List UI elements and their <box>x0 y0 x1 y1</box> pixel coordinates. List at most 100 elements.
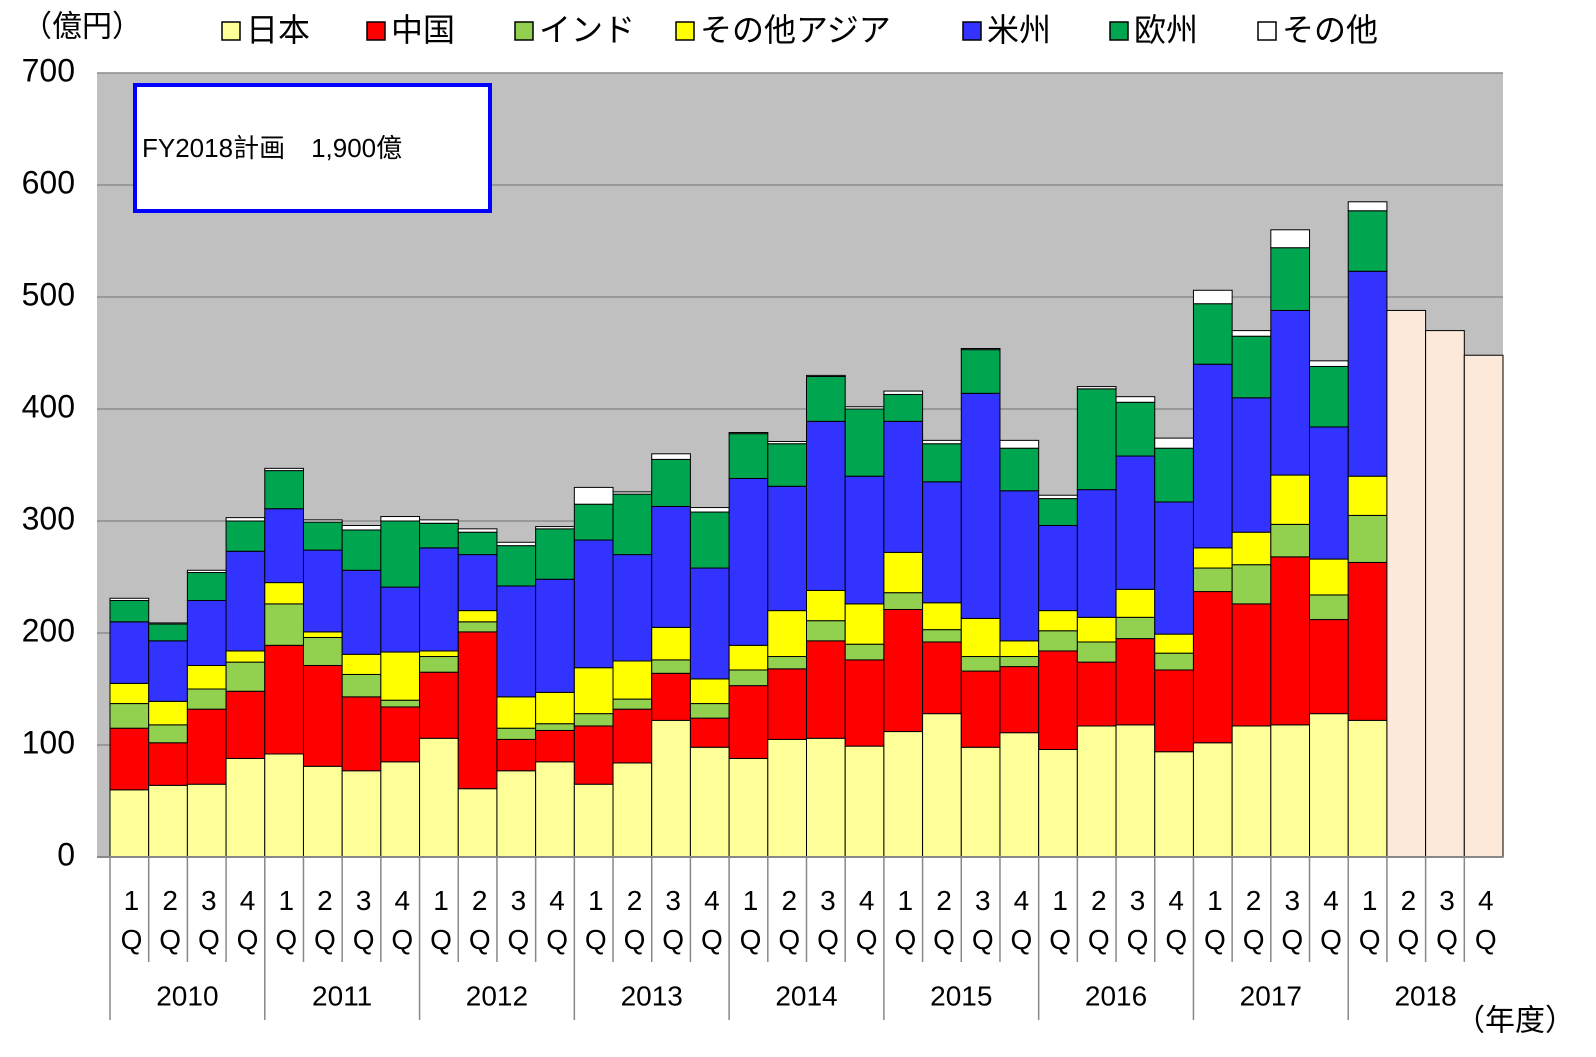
bar-segment <box>767 668 807 740</box>
bar-segment <box>1347 201 1388 212</box>
bar-segment <box>380 651 421 701</box>
bar-segment <box>1115 638 1156 726</box>
bar-segment <box>109 597 150 602</box>
x-tick-label: 1Q <box>1045 885 1076 963</box>
x-tick-label: 1Q <box>890 885 921 963</box>
bar-segment <box>844 408 885 477</box>
bar-segment <box>225 690 266 759</box>
bar-segment <box>186 572 227 602</box>
bar-segment <box>922 713 962 858</box>
bar-segment <box>419 522 459 549</box>
bar-segment <box>651 453 691 460</box>
bar-segment <box>651 672 691 721</box>
bar-segment <box>457 788 498 858</box>
bar-segment <box>573 539 614 669</box>
bar-segment <box>1425 330 1465 858</box>
bar-segment <box>1076 661 1117 727</box>
bar-segment <box>419 737 459 858</box>
bar-segment <box>1192 591 1233 744</box>
bar-segment <box>109 621 150 684</box>
x-tick-label: 1Q <box>735 885 766 963</box>
bar-segment <box>612 762 653 858</box>
legend-label: その他 <box>1282 11 1378 49</box>
group-label: 2016 <box>1085 980 1147 1011</box>
bar-segment <box>380 586 421 653</box>
bar-segment <box>496 727 537 740</box>
bar-segment <box>1309 594 1349 621</box>
bar-segment <box>1076 386 1117 390</box>
bar-segment <box>806 589 846 622</box>
bar-segment <box>186 664 227 690</box>
bar-segment <box>225 661 266 692</box>
bar-segment <box>573 713 614 727</box>
group-label: 2018 <box>1394 980 1456 1011</box>
bar-segment <box>496 738 537 772</box>
bar-segment <box>1154 669 1194 753</box>
bar-segment <box>922 602 962 631</box>
bar-segment <box>341 696 382 772</box>
bar-segment <box>689 717 730 748</box>
bar-segment <box>1076 616 1117 643</box>
bar-segment <box>1154 501 1194 635</box>
x-tick-label: 3Q <box>503 885 534 963</box>
bar-segment <box>1192 567 1233 593</box>
legend-label: インド <box>539 11 635 49</box>
bar-segment <box>612 491 653 495</box>
bar-segment <box>806 374 846 378</box>
x-tick-label: 1Q <box>580 885 611 963</box>
bar-segment <box>380 699 421 708</box>
bar-segment <box>109 703 150 729</box>
bar-segment <box>1463 354 1504 858</box>
x-tick-label: 4Q <box>1470 885 1501 963</box>
bar-segment <box>186 708 227 785</box>
bar-segment <box>1347 514 1388 563</box>
group-label: 2010 <box>156 980 218 1011</box>
bar-segment <box>457 528 498 533</box>
group-label: 2011 <box>312 980 372 1011</box>
bar-segment <box>922 481 962 604</box>
x-tick-label: 4Q <box>542 885 573 963</box>
bar-segment <box>341 524 382 531</box>
bar-segment <box>109 682 150 705</box>
bar-segment <box>186 688 227 710</box>
bar-segment <box>1154 447 1194 503</box>
bar-segment <box>1076 489 1117 618</box>
bar-segment <box>767 440 807 445</box>
x-tick-label: 1Q <box>116 885 147 963</box>
bar-segment <box>1309 558 1349 596</box>
bar-segment <box>883 731 924 858</box>
bar-segment <box>922 439 962 445</box>
bar-segment <box>1270 309 1311 476</box>
bar-segment <box>767 443 807 487</box>
bar-segment <box>922 629 962 643</box>
bar-segment <box>573 725 614 785</box>
bar-segment <box>225 520 266 552</box>
x-tick-label: 2Q <box>774 885 805 963</box>
bar-segment <box>1309 426 1349 560</box>
bar-segment <box>1038 524 1078 612</box>
legend-swatch <box>962 21 982 41</box>
bar-segment <box>1192 742 1233 858</box>
bar-segment <box>419 671 459 739</box>
group-label: 2017 <box>1240 980 1302 1011</box>
bar-segment <box>883 608 924 733</box>
bar-segment <box>1115 588 1156 618</box>
bar-segment <box>1115 455 1156 590</box>
bar-segment <box>1270 523 1311 558</box>
legend-label: 中国 <box>391 11 455 49</box>
legend-swatch <box>1109 21 1129 41</box>
bar-segment <box>264 644 304 755</box>
bar-segment <box>419 650 459 658</box>
bar-segment <box>1231 397 1272 533</box>
bar-segment <box>960 670 1001 748</box>
legend-swatch <box>366 21 386 41</box>
bar-segment <box>844 643 885 661</box>
x-tick-label: 3Q <box>348 885 379 963</box>
bar-segment <box>109 789 150 858</box>
x-tick-label: 1Q <box>271 885 302 963</box>
bar-segment <box>341 529 382 571</box>
y-tick-label: 500 <box>22 276 75 312</box>
bar-segment <box>999 447 1040 492</box>
bar-segment <box>380 706 421 763</box>
bar-segment <box>109 727 150 791</box>
